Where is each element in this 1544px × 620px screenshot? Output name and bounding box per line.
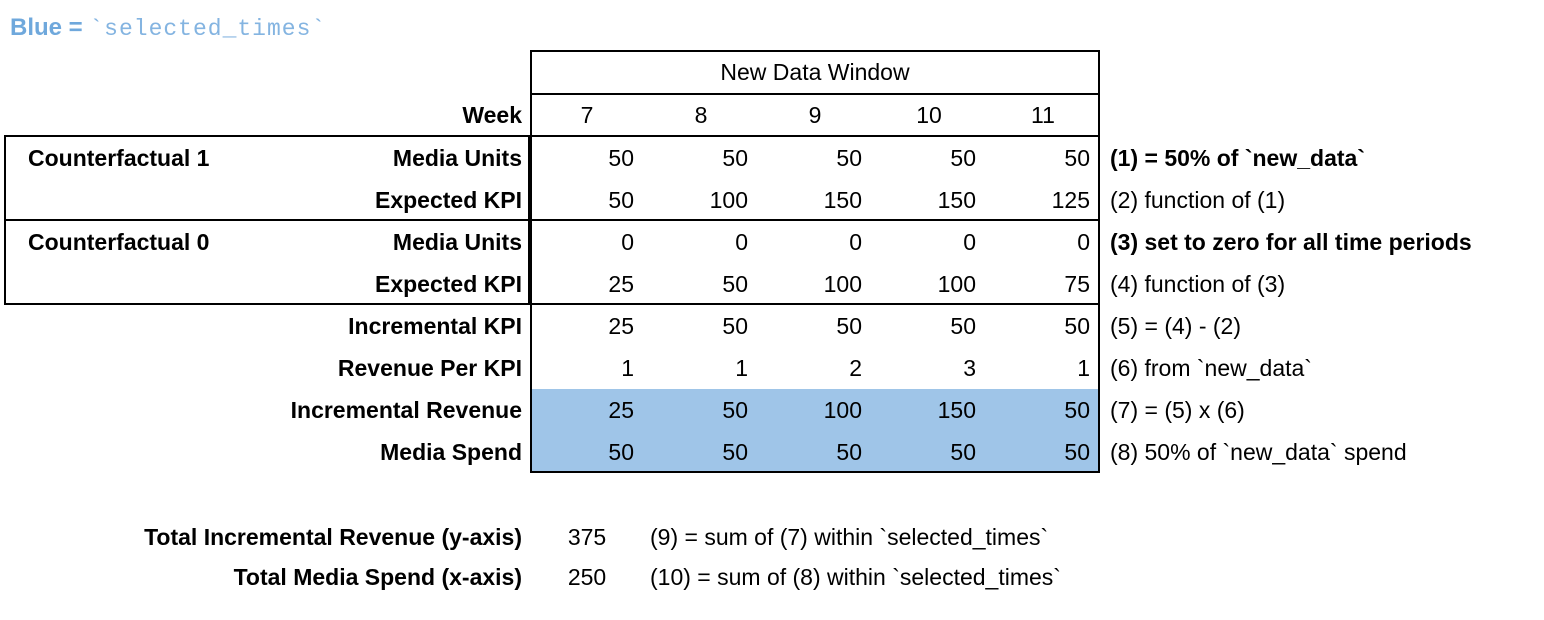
new-data-window-header: New Data Window xyxy=(720,59,910,85)
value-cell: 150 xyxy=(937,397,976,423)
value-cell: 50 xyxy=(836,439,862,465)
table-rule-under-header xyxy=(530,93,1100,95)
value-cell: 3 xyxy=(963,355,976,381)
value-cell: 25 xyxy=(608,313,634,339)
row-annotation: (7) = (5) x (6) xyxy=(1110,397,1245,423)
value-cell: 25 xyxy=(608,271,634,297)
counterfactual-group-divider xyxy=(4,219,530,221)
row-label: Revenue Per KPI xyxy=(337,355,522,381)
value-cell: 1 xyxy=(1077,355,1090,381)
value-cell: 150 xyxy=(823,187,862,213)
week-label: Week xyxy=(462,102,522,128)
value-cell: 50 xyxy=(950,439,976,465)
value-cell: 50 xyxy=(722,271,748,297)
value-cell: 50 xyxy=(1064,313,1090,339)
total-incremental-revenue-label: Total Incremental Revenue (y-axis) xyxy=(144,524,522,550)
total-media-spend-annotation: (10) = sum of (8) within `selected_times… xyxy=(650,564,1061,590)
table-rule-under-weeks xyxy=(530,135,1100,137)
table-rule-under-cf0 xyxy=(530,303,1100,305)
value-cell: 1 xyxy=(735,355,748,381)
value-cell: 50 xyxy=(608,187,634,213)
value-cell: 0 xyxy=(735,229,748,255)
row-annotation: (6) from `new_data` xyxy=(1110,355,1312,381)
value-cell: 1 xyxy=(621,355,634,381)
row-annotation: (2) function of (1) xyxy=(1110,187,1286,213)
value-cell: 0 xyxy=(1077,229,1090,255)
value-cell: 50 xyxy=(722,313,748,339)
value-cell: 125 xyxy=(1051,187,1090,213)
legend-note-label: Blue = xyxy=(10,14,90,41)
row-label: Expected KPI xyxy=(375,271,522,297)
total-media-spend-value: 250 xyxy=(567,564,607,590)
value-cell: 0 xyxy=(963,229,976,255)
row-label: Incremental Revenue xyxy=(290,397,522,423)
value-cell: 0 xyxy=(849,229,862,255)
value-cell: 50 xyxy=(1064,439,1090,465)
value-cell: 100 xyxy=(823,397,862,423)
row-label: Expected KPI xyxy=(375,187,522,213)
week-cell: 8 xyxy=(694,102,708,128)
row-label: Media Units xyxy=(392,229,522,255)
selected-times-highlight xyxy=(532,389,1098,471)
value-cell: 100 xyxy=(709,187,748,213)
value-cell: 100 xyxy=(937,271,976,297)
group-label-counterfactual-0: Counterfactual 0 xyxy=(28,229,210,255)
week-cell: 11 xyxy=(1031,102,1055,128)
value-cell: 50 xyxy=(950,145,976,171)
row-annotation: (3) set to zero for all time periods xyxy=(1110,229,1472,255)
week-cell: 7 xyxy=(580,102,594,128)
group-label-counterfactual-1: Counterfactual 1 xyxy=(28,145,210,171)
row-annotation: (4) function of (3) xyxy=(1110,271,1286,297)
value-cell: 75 xyxy=(1064,271,1090,297)
value-cell: 50 xyxy=(836,313,862,339)
row-label: Incremental KPI xyxy=(348,313,522,339)
value-cell: 50 xyxy=(950,313,976,339)
value-cell: 25 xyxy=(608,397,634,423)
row-label: Media Units xyxy=(392,145,522,171)
value-cell: 150 xyxy=(937,187,976,213)
value-cell: 0 xyxy=(621,229,634,255)
value-cell: 2 xyxy=(849,355,862,381)
value-cell: 50 xyxy=(1064,397,1090,423)
week-cell: 10 xyxy=(916,102,942,128)
value-cell: 50 xyxy=(1064,145,1090,171)
value-cell: 50 xyxy=(722,145,748,171)
week-cell: 9 xyxy=(808,102,822,128)
legend-note: Blue = `selected_times` xyxy=(10,14,326,42)
data-table-border xyxy=(530,50,1100,473)
total-incremental-revenue-value: 375 xyxy=(567,524,607,550)
total-media-spend-label: Total Media Spend (x-axis) xyxy=(233,564,522,590)
row-label: Media Spend xyxy=(380,439,522,465)
row-annotation: (8) 50% of `new_data` spend xyxy=(1110,439,1407,465)
row-annotation: (5) = (4) - (2) xyxy=(1110,313,1241,339)
value-cell: 50 xyxy=(608,145,634,171)
value-cell: 50 xyxy=(722,397,748,423)
value-cell: 50 xyxy=(836,145,862,171)
row-annotation: (1) = 50% of `new_data` xyxy=(1110,145,1365,171)
total-incremental-revenue-annotation: (9) = sum of (7) within `selected_times` xyxy=(650,524,1049,550)
value-cell: 100 xyxy=(823,271,862,297)
legend-note-code: `selected_times` xyxy=(89,16,327,42)
value-cell: 50 xyxy=(722,439,748,465)
table-rule-cf1-cf0 xyxy=(530,219,1100,221)
value-cell: 50 xyxy=(608,439,634,465)
